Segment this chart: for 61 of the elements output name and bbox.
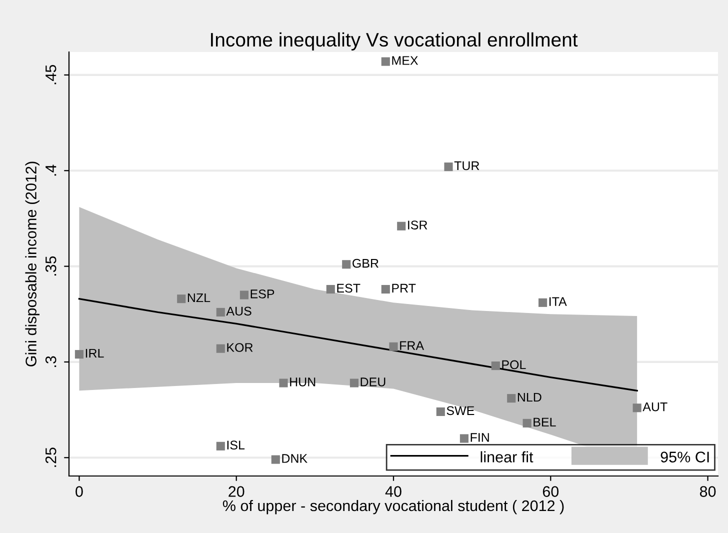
x-tick-label: 60 — [542, 486, 559, 497]
point — [381, 284, 390, 294]
annotation: PRT — [392, 284, 416, 292]
point — [444, 162, 453, 172]
point — [522, 418, 532, 428]
y-tick-label: .4 — [46, 164, 56, 176]
y-tick-label: .3 — [45, 356, 56, 367]
x-axis-title: % of upper - secondary vocational student ( 2012 ) — [222, 500, 564, 514]
annotation: ISL — [227, 440, 245, 450]
x-tick-label: 80 — [700, 486, 716, 497]
annotation: POL — [502, 360, 526, 370]
point — [632, 404, 642, 412]
annotation: NLD — [518, 392, 542, 402]
point — [538, 298, 548, 307]
annotation: FRA — [400, 341, 424, 350]
annotation: SWE — [446, 406, 474, 416]
point — [342, 260, 351, 269]
annotation: DEU — [360, 378, 386, 386]
annotation: FIN — [470, 433, 489, 442]
point — [460, 434, 468, 443]
x-tick-label: 40 — [385, 486, 402, 497]
chart-title: Income inequality Vs vocational enrollment — [211, 32, 578, 50]
annotation: KOR — [227, 343, 253, 352]
y-tick-label: .35 — [45, 256, 56, 276]
point — [216, 442, 225, 450]
point — [381, 57, 390, 66]
point — [279, 378, 288, 388]
legend-label: linear fit — [480, 451, 534, 462]
y-tick-label: .45 — [46, 64, 56, 84]
annotation: IRL — [86, 348, 104, 358]
annotation: MEX — [392, 56, 418, 65]
y-tick-label: .25 — [45, 448, 56, 467]
point — [74, 350, 84, 359]
point — [491, 362, 500, 370]
point — [507, 394, 516, 403]
point — [326, 284, 335, 294]
point — [216, 308, 225, 316]
point — [240, 290, 248, 300]
point — [436, 407, 445, 416]
annotation: ESP — [250, 290, 274, 298]
annotation: GBR — [352, 258, 378, 268]
y-axis-title: Gini disposable income (2012) — [25, 162, 40, 366]
annotation: EST — [337, 284, 360, 293]
annotation: ITA — [549, 297, 567, 306]
annotation: TUR — [454, 161, 480, 170]
annotation: ISR — [408, 220, 428, 230]
point — [177, 294, 186, 304]
annotation: 95% CI — [660, 452, 709, 462]
point — [271, 455, 280, 464]
annotation: DNK — [282, 454, 308, 463]
point — [216, 344, 225, 353]
annotation: AUT — [642, 402, 668, 412]
x-tick-label: 0 — [76, 486, 83, 497]
annotation: HUN — [290, 378, 316, 386]
annotation: BEL — [534, 418, 556, 426]
point — [350, 378, 358, 388]
annotation: AUS — [226, 306, 252, 316]
x-tick-label: 20 — [228, 486, 244, 497]
annotation: NZL — [188, 293, 210, 302]
point — [397, 222, 406, 230]
point — [389, 342, 398, 351]
